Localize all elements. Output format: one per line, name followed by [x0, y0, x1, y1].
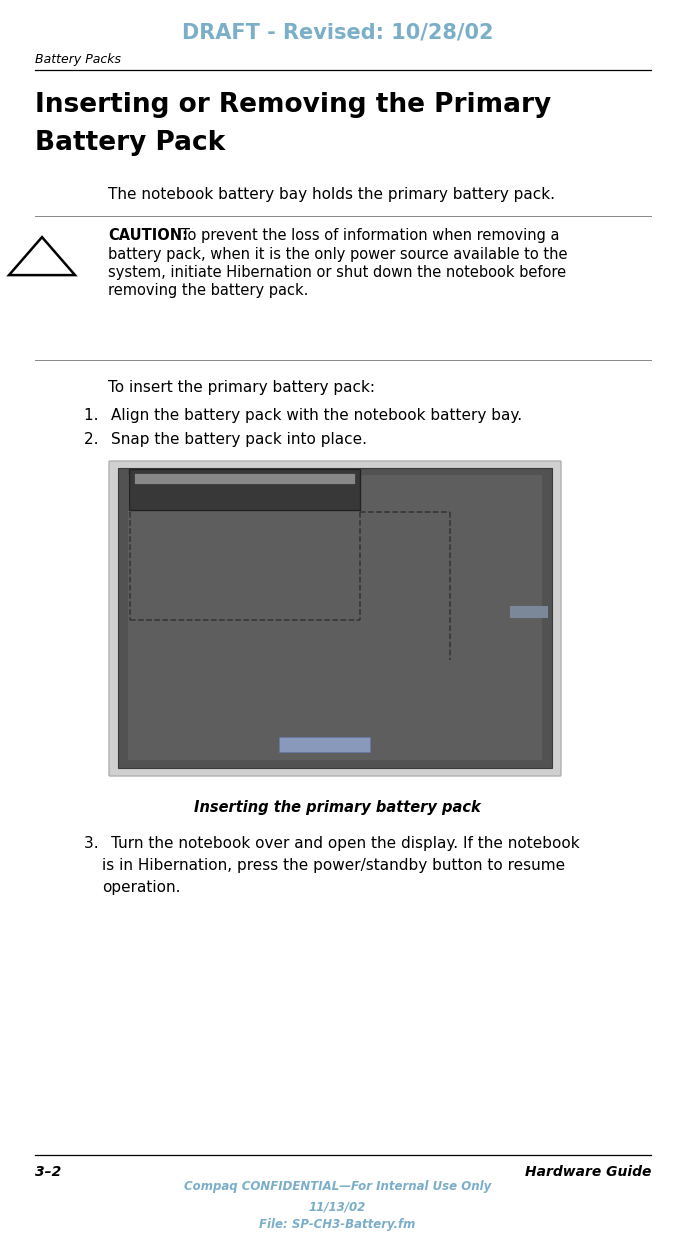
- Text: battery pack, when it is the only power source available to the: battery pack, when it is the only power …: [108, 246, 568, 261]
- Text: DRAFT - Revised: 10/28/02: DRAFT - Revised: 10/28/02: [182, 22, 493, 42]
- Text: removing the battery pack.: removing the battery pack.: [108, 284, 308, 299]
- Text: is in Hibernation, press the power/standby button to resume: is in Hibernation, press the power/stand…: [103, 858, 566, 873]
- Text: Inserting or Removing the Primary: Inserting or Removing the Primary: [35, 92, 551, 117]
- Text: 3.  Turn the notebook over and open the display. If the notebook: 3. Turn the notebook over and open the d…: [84, 836, 580, 851]
- Text: Compaq CONFIDENTIAL—For Internal Use Only: Compaq CONFIDENTIAL—For Internal Use Onl…: [184, 1180, 491, 1193]
- Polygon shape: [118, 468, 552, 768]
- FancyBboxPatch shape: [279, 737, 371, 752]
- Text: 3–2: 3–2: [35, 1165, 61, 1179]
- FancyBboxPatch shape: [130, 470, 360, 511]
- Text: File: SP-CH3-Battery.fm: File: SP-CH3-Battery.fm: [259, 1218, 416, 1232]
- Text: Inserting the primary battery pack: Inserting the primary battery pack: [194, 801, 481, 816]
- Text: To insert the primary battery pack:: To insert the primary battery pack:: [108, 380, 375, 395]
- Text: 2.  Snap the battery pack into place.: 2. Snap the battery pack into place.: [84, 432, 367, 447]
- Text: 11/13/02: 11/13/02: [309, 1200, 366, 1213]
- Text: Hardware Guide: Hardware Guide: [525, 1165, 651, 1179]
- Polygon shape: [128, 475, 542, 759]
- Text: Battery Packs: Battery Packs: [35, 52, 121, 66]
- Text: CAUTION:: CAUTION:: [108, 229, 188, 244]
- Text: The notebook battery bay holds the primary battery pack.: The notebook battery bay holds the prima…: [108, 187, 555, 202]
- Text: Battery Pack: Battery Pack: [35, 130, 225, 156]
- FancyBboxPatch shape: [510, 606, 548, 618]
- Text: operation.: operation.: [103, 881, 181, 896]
- Text: 1.  Align the battery pack with the notebook battery bay.: 1. Align the battery pack with the noteb…: [84, 408, 522, 423]
- Text: system, initiate Hibernation or shut down the notebook before: system, initiate Hibernation or shut dow…: [108, 265, 566, 280]
- FancyBboxPatch shape: [135, 473, 355, 485]
- FancyBboxPatch shape: [109, 461, 561, 776]
- Text: To prevent the loss of information when removing a: To prevent the loss of information when …: [181, 229, 560, 244]
